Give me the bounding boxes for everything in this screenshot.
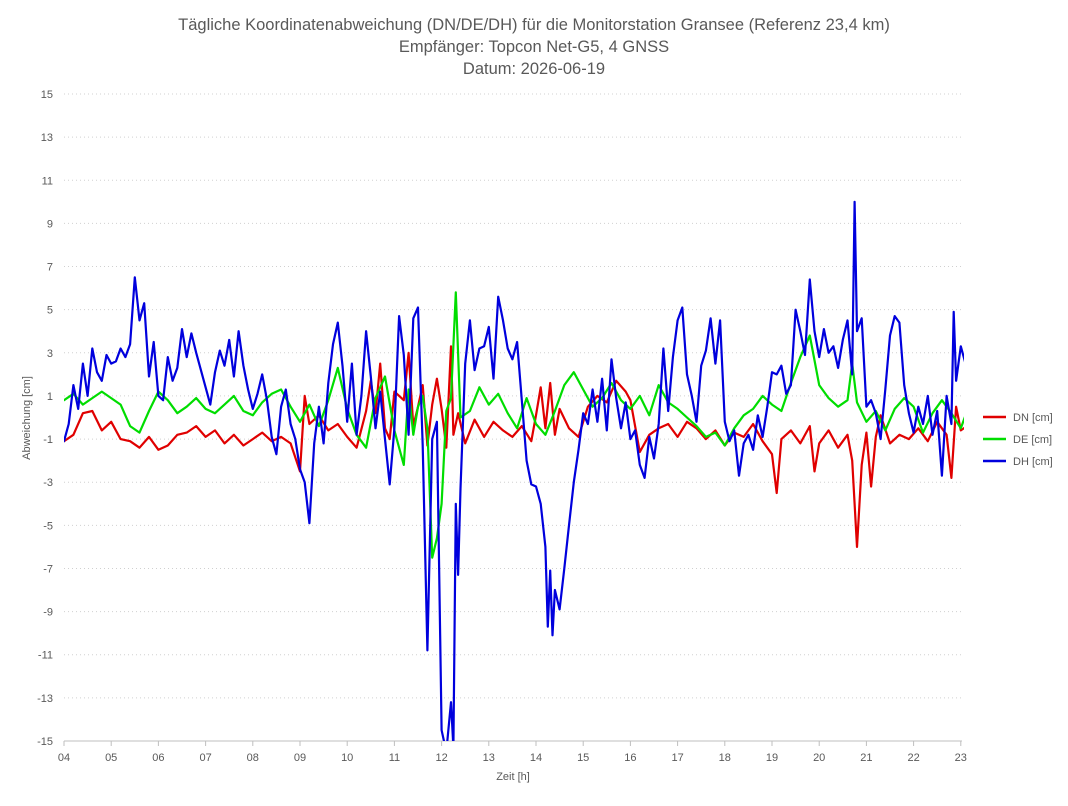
y-tick-label: -3 (43, 477, 53, 489)
x-tick-label: 17 (671, 752, 683, 764)
gridlines (64, 93, 962, 699)
legend-label-de: DE [cm] (1013, 434, 1052, 446)
x-tick-label: 18 (719, 752, 731, 764)
y-tick-label: 1 (47, 391, 53, 403)
x-tick-label: 14 (530, 752, 542, 764)
y-tick-label: 3 (47, 348, 53, 360)
x-tick-label: 22 (907, 752, 919, 764)
chart-title: Tägliche Koordinatenabweichung (DN/DE/DH… (178, 16, 890, 34)
x-tick-label: 10 (341, 752, 353, 764)
x-tick-label: 19 (766, 752, 778, 764)
x-tick-label: 08 (247, 752, 259, 764)
y-tick-label: -11 (38, 650, 53, 662)
x-tick-label: 09 (294, 752, 306, 764)
x-tick-label: 05 (105, 752, 117, 764)
x-tick-label: 15 (577, 752, 589, 764)
series-lines (64, 200, 964, 741)
chart-subtitle-line-1: Empfänger: Topcon Net-G5, 4 GNSS (399, 38, 669, 56)
x-tick-label: 20 (813, 752, 825, 764)
legend-label-dn: DN [cm] (1013, 412, 1053, 424)
y-axis-label: Abweichung [cm] (21, 376, 33, 460)
x-tick-label: 06 (152, 752, 164, 764)
y-axis-ticks: 15 13 11 9 7 5 3 1 -1 -3 -5 -7 -9 -11 -13 -15 (37, 89, 53, 748)
x-tick-label: 16 (624, 752, 636, 764)
series-line-dh (64, 200, 964, 741)
y-tick-label: -9 (43, 607, 53, 619)
y-tick-label: -5 (43, 520, 53, 532)
y-tick-label: 15 (41, 89, 53, 101)
x-tick-label: 04 (58, 752, 70, 764)
y-tick-label: -7 (43, 563, 53, 575)
y-tick-label: 11 (42, 175, 53, 187)
x-tick-label: 07 (199, 752, 211, 764)
x-tick-label: 12 (435, 752, 447, 764)
series-line-dn (64, 345, 964, 549)
legend: DN [cm] DE [cm] DH [cm] (983, 412, 1053, 468)
x-axis-ticks: 04 05 06 07 08 09 10 11 12 13 14 15 16 17 18 19 20 21 22 23 (58, 741, 967, 764)
y-tick-label: -15 (37, 736, 53, 748)
x-tick-label: 23 (955, 752, 967, 764)
y-tick-label: -13 (37, 693, 53, 705)
legend-label-dh: DH [cm] (1013, 456, 1053, 468)
y-tick-label: -1 (43, 434, 53, 446)
x-axis-label: Zeit [h] (496, 771, 530, 783)
x-tick-label: 11 (389, 752, 400, 764)
chart-subtitle-line-2: Datum: 2026-06-19 (463, 60, 605, 78)
x-tick-label: 21 (860, 752, 872, 764)
y-tick-label: 13 (41, 132, 53, 144)
y-tick-label: 9 (47, 218, 53, 230)
y-tick-label: 7 (47, 262, 53, 274)
x-tick-label: 13 (483, 752, 495, 764)
y-tick-label: 5 (47, 305, 53, 317)
